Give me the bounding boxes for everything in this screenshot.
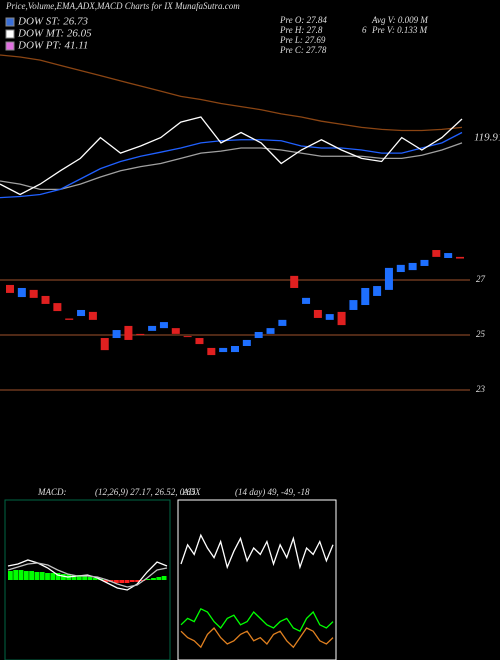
series-line — [180, 533, 334, 570]
series-line — [0, 54, 463, 132]
histogram-bar — [114, 580, 119, 583]
histogram-bar — [76, 575, 82, 580]
histogram-bar — [23, 571, 29, 580]
series-line — [180, 626, 334, 649]
candle — [136, 333, 145, 335]
candle — [171, 328, 180, 334]
candle — [313, 309, 322, 318]
histogram-bar — [124, 580, 130, 583]
histogram-bar — [103, 580, 109, 582]
candle — [444, 253, 453, 258]
candle — [432, 250, 441, 257]
histogram-bar — [156, 577, 162, 580]
candle — [207, 347, 216, 356]
panel-subtitle: (12,26,9) 27.17, 26.52, 0.65 — [95, 487, 196, 497]
candle — [124, 325, 133, 340]
stat-note: 6 — [362, 25, 367, 35]
candle — [17, 287, 26, 298]
candle — [420, 259, 429, 266]
histogram-bar — [135, 580, 140, 582]
histogram-bar — [161, 576, 167, 580]
adx-frame — [177, 499, 337, 660]
histogram-bar — [18, 570, 24, 580]
series-line — [180, 607, 334, 633]
candle — [100, 338, 109, 351]
series-line — [0, 116, 463, 196]
stat: Avg V: 0.009 M — [371, 15, 428, 25]
histogram-bar — [39, 572, 45, 580]
candle — [266, 328, 275, 334]
candle — [290, 275, 299, 288]
stat: Pre L: 27.69 — [279, 35, 326, 45]
candle — [219, 347, 228, 353]
legend-swatch — [5, 17, 15, 27]
panel-title: ADX — [182, 487, 201, 497]
candle — [302, 297, 311, 304]
candle — [77, 309, 86, 317]
series-line — [0, 131, 463, 199]
series-line — [7, 562, 168, 588]
candle — [278, 319, 287, 326]
candle — [183, 336, 192, 338]
y-tick-label: 25 — [476, 329, 486, 339]
legend-label: DOW ST: 26.73 — [17, 16, 88, 28]
candle — [195, 338, 204, 345]
panel-title: MACD: — [37, 487, 67, 497]
histogram-bar — [50, 573, 56, 580]
histogram-bar — [8, 571, 13, 580]
y-tick-label: 27 — [476, 274, 486, 284]
candle — [456, 256, 464, 259]
candle — [6, 284, 14, 293]
histogram-bar — [34, 572, 40, 580]
candle — [325, 314, 334, 320]
stat: Pre C: 27.78 — [279, 45, 327, 55]
candle — [53, 303, 62, 312]
candle — [88, 311, 97, 320]
histogram-bar — [29, 571, 34, 580]
candle — [384, 267, 393, 290]
page-title: Price,Volume,EMA,ADX,MACD Charts for IX … — [5, 1, 240, 11]
candle — [41, 295, 50, 304]
candle — [242, 339, 251, 346]
candle — [373, 286, 382, 296]
candle — [65, 318, 74, 320]
series-line — [7, 559, 168, 591]
stat: Pre H: 27.8 — [279, 25, 323, 35]
histogram-bar — [61, 574, 66, 580]
histogram-bar — [55, 573, 61, 580]
candle — [361, 287, 370, 306]
histogram-bar — [129, 580, 135, 582]
histogram-bar — [87, 577, 93, 580]
legend-label: DOW PT: 41.11 — [17, 40, 88, 52]
histogram-bar — [151, 578, 156, 580]
legend-swatch — [5, 29, 15, 39]
candle — [112, 330, 121, 339]
histogram-bar — [45, 573, 50, 580]
candle — [148, 325, 157, 331]
candle — [231, 346, 239, 353]
legend-label: DOW MT: 26.05 — [17, 28, 92, 40]
candle — [254, 331, 263, 339]
candle — [396, 264, 405, 273]
stat: Pre O: 27.84 — [279, 15, 327, 25]
histogram-bar — [71, 575, 77, 580]
stat: Pre V: 0.133 M — [371, 25, 428, 35]
panel-subtitle: (14 day) 49, -49, -18 — [235, 487, 310, 497]
candle — [349, 300, 358, 310]
histogram-bar — [92, 578, 98, 580]
histogram-bar — [119, 580, 125, 583]
histogram-bar — [145, 579, 151, 580]
histogram-bar — [82, 576, 87, 580]
price-label: 119.91 — [474, 132, 500, 144]
y-tick-label: 23 — [476, 384, 486, 394]
candle — [337, 311, 346, 326]
legend-swatch — [5, 41, 15, 51]
candle — [159, 322, 168, 329]
series-line — [0, 142, 463, 191]
candle — [408, 262, 417, 271]
histogram-bar — [13, 570, 19, 580]
candle — [29, 289, 38, 298]
